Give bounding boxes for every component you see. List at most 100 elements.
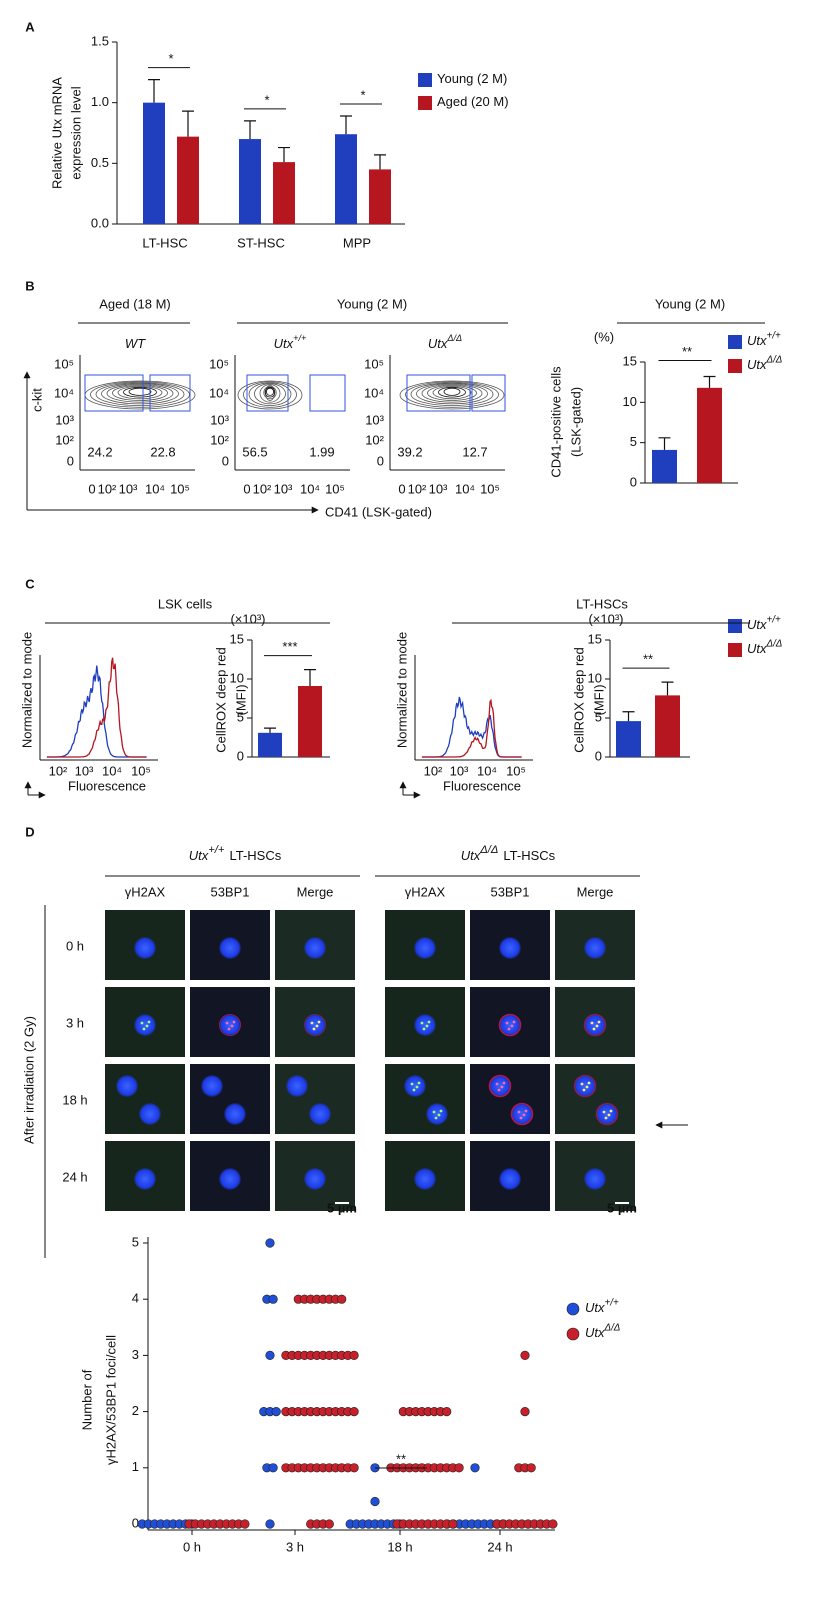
focus [500, 1085, 504, 1089]
y-tick-label: 0 [222, 453, 229, 468]
focus [227, 1027, 231, 1031]
focus [140, 1021, 144, 1025]
gate [471, 374, 506, 412]
focus [142, 1027, 146, 1031]
dot [268, 1463, 278, 1473]
cell-rim [488, 1074, 512, 1098]
contour [254, 383, 286, 405]
y-axis-label: Number of [79, 1369, 94, 1430]
legend-label: UtxΔ/Δ [585, 1322, 620, 1340]
x-tick-label: 10⁵ [131, 763, 151, 778]
cell-nucleus [116, 1075, 138, 1097]
y-tick-label: 0 [595, 748, 602, 763]
y-axis-label: (MFI) [591, 684, 606, 715]
legend-swatch [566, 1302, 580, 1316]
x-tick-label: 10² [98, 481, 117, 496]
y-tick-label: 2 [132, 1403, 139, 1418]
y-tick-label: 10⁵ [209, 356, 229, 371]
y-tick-label: 4 [132, 1291, 139, 1306]
gate [246, 374, 289, 412]
y-tick-label: 5 [237, 709, 244, 724]
micrograph [470, 1064, 550, 1134]
focus [425, 1024, 429, 1028]
y-tick-label: 15 [588, 631, 602, 646]
x-tick-label: 10³ [274, 481, 293, 496]
contour [416, 383, 488, 405]
cell-rim [595, 1102, 619, 1126]
focus [510, 1024, 514, 1028]
superscript: +/+ [767, 330, 781, 341]
bar [697, 387, 722, 483]
significance-label: * [168, 51, 173, 66]
y-axis-label: CD41-positive cells [548, 366, 563, 478]
histogram-curve [421, 698, 522, 758]
focus [497, 1088, 501, 1092]
legend-label: Utx+/+ [747, 330, 781, 348]
y-axis-label: c-kit [29, 388, 44, 412]
y-tick-label: 10⁵ [364, 356, 384, 371]
dot [271, 1406, 281, 1417]
cell-nucleus [219, 1014, 241, 1036]
x-tick-label: 10⁴ [102, 763, 122, 778]
name-text: Utx [428, 336, 448, 351]
significance-label: ** [396, 1451, 406, 1466]
focus [524, 1109, 528, 1113]
row-label: 3 h [66, 1015, 84, 1030]
cell-nucleus [574, 1075, 596, 1097]
x-tick-label: 10⁵ [170, 481, 190, 496]
contour [265, 387, 274, 396]
bar [616, 721, 641, 757]
x-tick-label: ST-HSC [237, 235, 285, 250]
x-tick-label: 18 h [387, 1539, 412, 1554]
y-tick-label: 0 [377, 453, 384, 468]
cell-nucleus [404, 1075, 426, 1097]
gate [309, 374, 346, 412]
contour [263, 385, 277, 400]
legend-swatch [418, 96, 432, 110]
cell-rim [510, 1102, 534, 1126]
focus [609, 1109, 613, 1113]
focus [597, 1020, 601, 1024]
group-header: Young (2 M) [337, 296, 407, 311]
name-text: Young (2 M) [437, 71, 507, 86]
x-axis-label: Fluorescence [68, 778, 146, 793]
focus [434, 1116, 438, 1120]
focus [587, 1081, 591, 1085]
superscript: +/+ [293, 334, 306, 344]
contour [243, 381, 297, 408]
superscript: Δ/Δ [766, 638, 783, 649]
gate-value: 22.8 [150, 444, 175, 459]
y-tick-label: 0 [132, 1515, 139, 1530]
contour [427, 385, 477, 401]
cell-nucleus [499, 1168, 521, 1190]
bar [177, 136, 199, 224]
bar [143, 102, 165, 224]
y-tick-label: 1.5 [91, 33, 109, 48]
gate [149, 374, 191, 412]
name-text: Utx [747, 357, 767, 372]
x-tick-label: 10⁴ [455, 481, 475, 496]
focus [580, 1082, 584, 1086]
focus [312, 1027, 316, 1031]
y-axis-label: Normalized to mode [394, 632, 409, 748]
y-tick-label: 5 [630, 434, 637, 449]
bar [239, 139, 261, 224]
focus [315, 1024, 319, 1028]
dot [349, 1463, 359, 1473]
y-tick-label: 5 [595, 709, 602, 724]
dot [240, 1519, 250, 1529]
group-header: Utx+/+ LT-HSCs [189, 844, 282, 864]
y-tick-label: 0 [237, 748, 244, 763]
row-label: 18 h [62, 1092, 87, 1107]
unit-label: (×10³) [230, 611, 265, 626]
gate [84, 374, 144, 412]
cell-nucleus [584, 937, 606, 959]
focus [310, 1021, 314, 1025]
panel-letter: A [25, 19, 35, 34]
channel-label: Merge [577, 884, 614, 899]
x-tick-label: MPP [343, 235, 371, 250]
x-tick-label: 0 h [183, 1539, 201, 1554]
gate-value: 56.5 [242, 444, 267, 459]
name-text: Utx [461, 848, 481, 863]
